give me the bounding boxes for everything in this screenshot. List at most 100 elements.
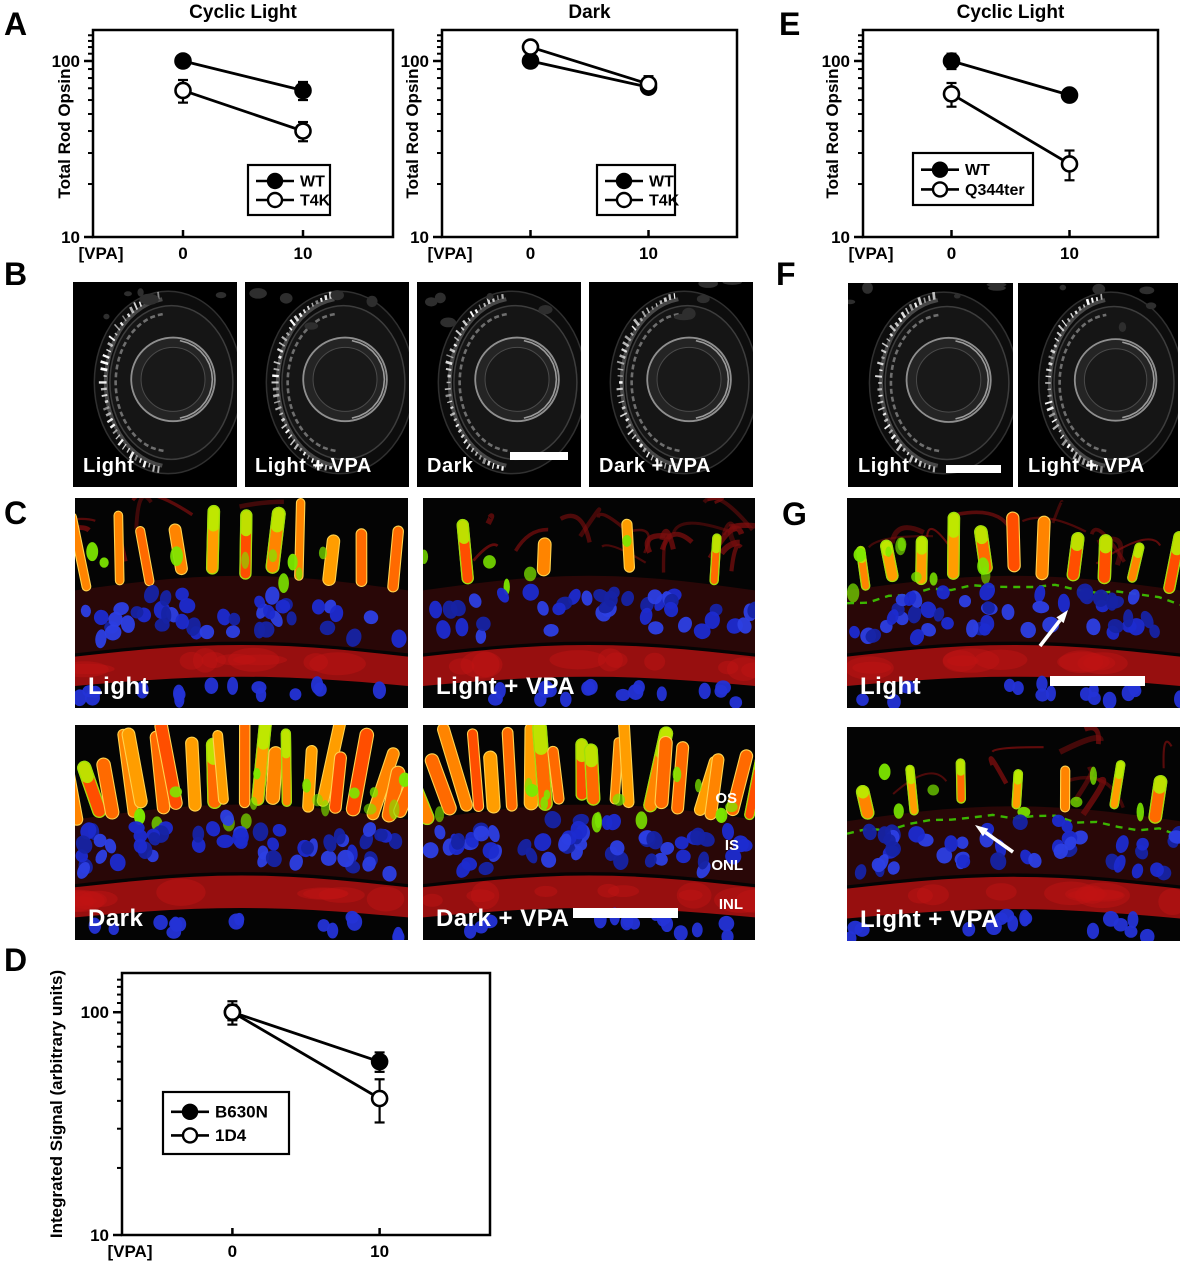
svg-text:WT: WT [300, 174, 325, 191]
svg-text:0: 0 [228, 1242, 237, 1261]
scale-bar [946, 465, 1001, 473]
svg-text:10: 10 [831, 228, 850, 247]
data-point-1D4 [370, 1089, 389, 1108]
layer-label-onl: ONL [711, 857, 743, 874]
eye-section-illustration [589, 282, 753, 487]
tile-label: Dark [427, 455, 474, 477]
tile-label: Dark [88, 905, 144, 932]
svg-text:Integrated Signal (arbitrary u: Integrated Signal (arbitrary units) [47, 970, 66, 1238]
eye-section-illustration [245, 282, 409, 487]
panel-label-e: E [779, 6, 801, 42]
svg-text:[VPA]: [VPA] [78, 244, 123, 263]
panel-label-f: F [776, 256, 796, 292]
eye-section-illustration [1018, 283, 1178, 487]
svg-text:10: 10 [1060, 244, 1079, 263]
svg-text:1D4: 1D4 [215, 1126, 247, 1145]
svg-text:[VPA]: [VPA] [107, 1242, 152, 1261]
tile-label: Light + VPA [860, 906, 1000, 933]
svg-text:10: 10 [90, 1226, 109, 1245]
panel-label-g: G [782, 496, 807, 532]
svg-text:10: 10 [639, 244, 658, 263]
svg-text:Total Rod Opsin: Total Rod Opsin [403, 68, 422, 198]
svg-text:Cyclic Light: Cyclic Light [957, 2, 1065, 23]
tile-label: Light [860, 673, 922, 700]
data-point-WT [294, 81, 312, 100]
data-point-T4K [174, 81, 192, 100]
tile-label: Light + VPA [255, 455, 372, 477]
micrograph-g-light: Light [847, 498, 1180, 708]
tile-label: Dark + VPA [436, 905, 570, 932]
svg-text:0: 0 [526, 244, 535, 263]
svg-text:0: 0 [947, 244, 956, 263]
svg-text:T4K: T4K [300, 193, 331, 210]
tile-label: Dark + VPA [599, 455, 711, 477]
series-line-WT [951, 59, 1070, 97]
layer-label-os: OS [715, 790, 737, 807]
scale-bar [1050, 676, 1145, 686]
legend-box [246, 163, 332, 217]
eye-section-illustration [73, 282, 237, 487]
data-point-WT [174, 52, 192, 70]
eye-section-illustration [417, 282, 581, 487]
svg-text:Cyclic Light: Cyclic Light [189, 2, 297, 23]
series-line-Q344ter [950, 92, 1071, 166]
series-line-B630N [231, 1010, 381, 1063]
chart-cyclic-light-wt-t4k: 10 100 0 10 [VPA] Cyclic Light Total Rod Opsin… [0, 0, 400, 270]
micrograph-b-dark-vpa: Dark + VPA [589, 282, 753, 487]
series-line-WT [182, 59, 304, 92]
svg-text:T4K: T4K [649, 193, 680, 210]
panel-label-d: D [4, 942, 28, 978]
panel-label-b: B [4, 256, 28, 292]
tile-label: Light + VPA [436, 673, 576, 700]
chart-dark-wt-t4k: 10 100 0 10 [VPA] Dark Total Rod Opsin WT T4K [390, 0, 760, 270]
legend-box [911, 151, 1035, 207]
tile-label: Light [88, 673, 150, 700]
micrograph-b-dark: Dark [417, 282, 581, 487]
plot-box [120, 971, 492, 1237]
svg-text:100: 100 [822, 52, 850, 71]
micrograph-c-dark: Dark [75, 725, 408, 940]
svg-text:100: 100 [52, 52, 80, 71]
svg-text:[VPA]: [VPA] [848, 244, 893, 263]
retina-fluorescence-illustration [423, 725, 755, 940]
scale-bar [573, 908, 678, 918]
eye-section-illustration [848, 283, 1013, 487]
svg-text:Total Rod Opsin: Total Rod Opsin [823, 68, 842, 198]
svg-text:WT: WT [965, 162, 990, 179]
data-point-Q344ter [1060, 155, 1079, 173]
plot-box [91, 28, 395, 239]
svg-text:Dark: Dark [568, 2, 611, 23]
micrograph-f-light-vpa: Light + VPA [1018, 283, 1178, 487]
data-point-Q344ter [942, 85, 961, 103]
svg-text:10: 10 [370, 1242, 389, 1261]
series-line-T4K [530, 45, 649, 86]
svg-text:10: 10 [410, 228, 429, 247]
svg-text:0: 0 [178, 244, 187, 263]
data-point-T4K [639, 75, 658, 93]
legend-box [595, 163, 677, 217]
svg-text:Total Rod Opsin: Total Rod Opsin [55, 68, 74, 198]
micrograph-c-light-vpa: Light + VPA [423, 498, 755, 708]
retina-fluorescence-illustration [75, 498, 408, 708]
data-point-WT [942, 52, 961, 70]
panel-label-a: A [4, 6, 28, 42]
micrograph-c-light: Light [75, 498, 408, 708]
svg-text:10: 10 [294, 244, 313, 263]
micrograph-f-light: Light [848, 283, 1013, 487]
series-line-T4K [182, 89, 304, 133]
micrograph-g-light-vpa: Light + VPA [847, 727, 1180, 941]
svg-text:10: 10 [61, 228, 80, 247]
plot-box [440, 28, 739, 239]
data-point-T4K [521, 38, 540, 56]
tile-label: Light [83, 455, 135, 477]
panel-label-c: C [4, 495, 28, 531]
legend-box [161, 1090, 291, 1156]
layer-label-is: IS [724, 837, 739, 854]
svg-text:WT: WT [649, 174, 674, 191]
series-line-WT [530, 59, 649, 89]
micrograph-c-dark-vpa: Dark + VPA OS IS ONL INL [423, 725, 755, 940]
chart-integrated-signal: 10 100 0 10 [VPA] Integrated Signal (arbitrar… [0, 940, 550, 1280]
